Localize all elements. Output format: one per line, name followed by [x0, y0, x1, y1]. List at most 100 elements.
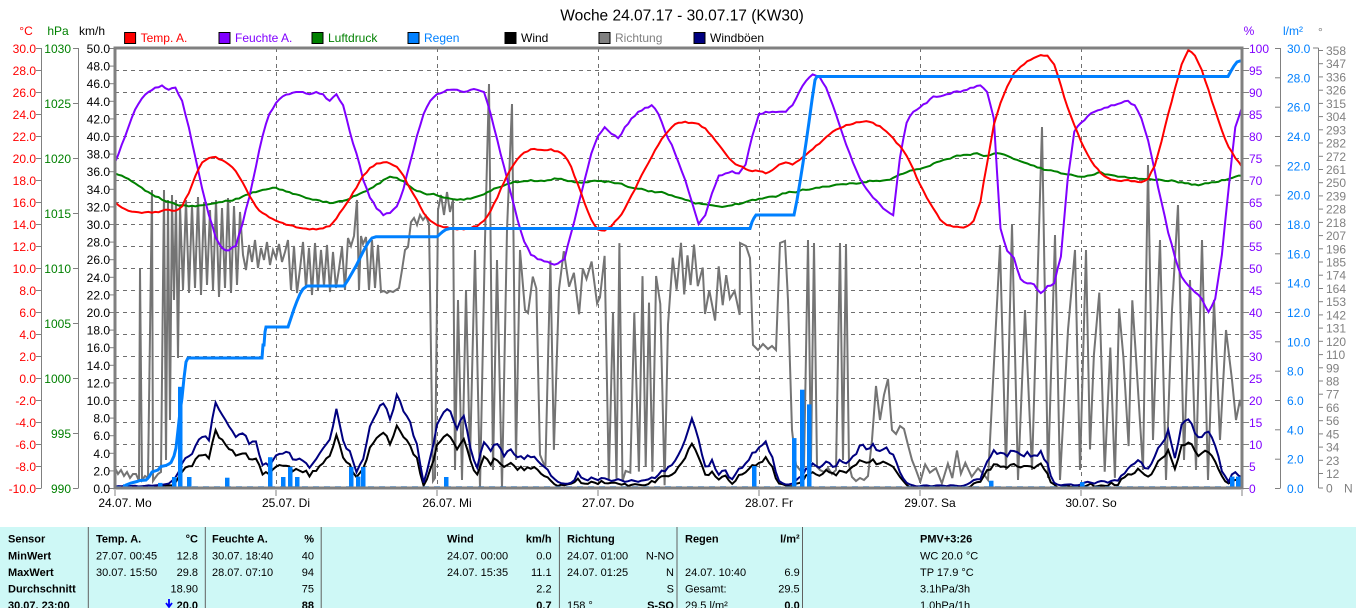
svg-text:12: 12: [1326, 467, 1340, 481]
svg-text:65: 65: [1249, 196, 1263, 210]
svg-text:8.0: 8.0: [19, 284, 36, 298]
svg-text:46.0: 46.0: [87, 77, 111, 91]
svg-text:1000: 1000: [44, 372, 71, 386]
svg-text:°C: °C: [186, 534, 198, 546]
svg-text:158 °: 158 °: [567, 600, 593, 608]
svg-text:hPa: hPa: [47, 24, 69, 38]
svg-text:8.0: 8.0: [93, 412, 110, 426]
svg-text:1020: 1020: [44, 152, 71, 166]
svg-text:80: 80: [1249, 130, 1263, 144]
svg-text:Richtung: Richtung: [615, 31, 662, 45]
svg-text:12.0: 12.0: [1287, 306, 1311, 320]
svg-text:12.8: 12.8: [177, 551, 198, 563]
svg-text:Durchschnitt: Durchschnitt: [8, 584, 76, 596]
svg-text:100: 100: [1249, 42, 1269, 56]
svg-text:30.07. 18:40: 30.07. 18:40: [212, 551, 273, 563]
svg-text:28.0: 28.0: [13, 64, 37, 78]
svg-text:995: 995: [51, 427, 71, 441]
svg-text:-10.0: -10.0: [9, 482, 37, 496]
svg-text:Woche 24.07.17 - 30.07.17 (KW3: Woche 24.07.17 - 30.07.17 (KW30): [560, 8, 804, 25]
svg-text:-4.0: -4.0: [15, 416, 36, 430]
svg-text:28.0: 28.0: [1287, 71, 1311, 85]
svg-text:239: 239: [1326, 189, 1346, 203]
svg-text:WC 20.0 °C: WC 20.0 °C: [920, 551, 978, 563]
svg-text:6.0: 6.0: [1287, 394, 1304, 408]
svg-text:11.1: 11.1: [531, 567, 552, 579]
svg-text:24.07. Mo: 24.07. Mo: [98, 496, 152, 510]
svg-text:6.9: 6.9: [784, 567, 799, 579]
svg-text:45: 45: [1326, 427, 1340, 441]
svg-text:35: 35: [1249, 328, 1263, 342]
svg-text:29.5: 29.5: [778, 584, 799, 596]
svg-text:0.0: 0.0: [93, 482, 110, 496]
svg-text:207: 207: [1326, 229, 1346, 243]
svg-text:34.0: 34.0: [87, 183, 111, 197]
svg-text:45: 45: [1249, 284, 1263, 298]
svg-text:48.0: 48.0: [87, 60, 111, 74]
svg-text:90: 90: [1249, 86, 1263, 100]
svg-text:40: 40: [1249, 306, 1263, 320]
svg-text:16.0: 16.0: [1287, 247, 1311, 261]
svg-text:347: 347: [1326, 57, 1346, 71]
svg-text:14.0: 14.0: [87, 359, 111, 373]
svg-text:PMV+3:26: PMV+3:26: [920, 534, 972, 546]
svg-text:56: 56: [1326, 414, 1340, 428]
svg-text:30.07. So: 30.07. So: [1065, 496, 1117, 510]
svg-text:60: 60: [1249, 218, 1263, 232]
svg-text:24.07. 01:25: 24.07. 01:25: [567, 567, 628, 579]
svg-text:Regen: Regen: [685, 534, 719, 546]
svg-text:30.07. 15:50: 30.07. 15:50: [96, 567, 157, 579]
svg-text:4.0: 4.0: [93, 447, 110, 461]
svg-text:MaxWert: MaxWert: [8, 567, 54, 579]
svg-text:0: 0: [1326, 482, 1333, 496]
svg-text:75: 75: [302, 584, 314, 596]
svg-text:5: 5: [1249, 460, 1256, 474]
svg-text:25.07. Di: 25.07. Di: [262, 496, 310, 510]
svg-text:14.0: 14.0: [1287, 277, 1311, 291]
svg-text:55: 55: [1249, 240, 1263, 254]
svg-text:0.0: 0.0: [19, 372, 36, 386]
svg-text:8.0: 8.0: [1287, 365, 1304, 379]
svg-text:29.07. Sa: 29.07. Sa: [904, 496, 956, 510]
svg-text:164: 164: [1326, 282, 1346, 296]
svg-text:Temp. A.: Temp. A.: [141, 31, 188, 45]
svg-text:l/m²: l/m²: [1283, 24, 1303, 38]
svg-text:1025: 1025: [44, 97, 71, 111]
svg-text:12.0: 12.0: [13, 240, 37, 254]
svg-text:Regen: Regen: [424, 31, 459, 45]
svg-text:°: °: [1318, 25, 1323, 39]
svg-text:1010: 1010: [44, 262, 71, 276]
svg-text:1030: 1030: [44, 42, 71, 56]
svg-text:0.0: 0.0: [784, 600, 799, 608]
svg-text:20.0: 20.0: [1287, 189, 1311, 203]
svg-text:18.0: 18.0: [87, 324, 111, 338]
svg-text:16.0: 16.0: [87, 341, 111, 355]
svg-text:38.0: 38.0: [87, 148, 111, 162]
svg-text:28.07. 07:10: 28.07. 07:10: [212, 567, 273, 579]
svg-text:6.0: 6.0: [93, 429, 110, 443]
svg-text:Wind: Wind: [447, 534, 474, 546]
svg-text:15: 15: [1249, 416, 1263, 430]
svg-text:TP 17.9 °C: TP 17.9 °C: [920, 567, 974, 579]
svg-text:1.0hPa/1h: 1.0hPa/1h: [920, 600, 970, 608]
svg-text:34: 34: [1326, 441, 1340, 455]
svg-text:20.0: 20.0: [177, 600, 198, 608]
svg-text:94: 94: [302, 567, 314, 579]
svg-text:10.0: 10.0: [87, 394, 111, 408]
svg-text:304: 304: [1326, 110, 1346, 124]
svg-text:Feuchte A.: Feuchte A.: [235, 31, 292, 45]
svg-text:Sensor: Sensor: [8, 534, 46, 546]
svg-text:-8.0: -8.0: [15, 460, 36, 474]
svg-text:24.07. 01:00: 24.07. 01:00: [567, 551, 628, 563]
svg-text:261: 261: [1326, 163, 1346, 177]
svg-text:N: N: [666, 567, 674, 579]
svg-text:250: 250: [1326, 176, 1346, 190]
svg-text:50: 50: [1249, 262, 1263, 276]
svg-text:29.5 l/m²: 29.5 l/m²: [685, 600, 728, 608]
svg-text:20.0: 20.0: [13, 152, 37, 166]
svg-text:30.0: 30.0: [13, 42, 37, 56]
svg-text:l/m²: l/m²: [780, 534, 800, 546]
svg-text:N-NO: N-NO: [646, 551, 675, 563]
svg-text:30.07. 23:00: 30.07. 23:00: [8, 600, 70, 608]
svg-text:4.0: 4.0: [1287, 423, 1304, 437]
